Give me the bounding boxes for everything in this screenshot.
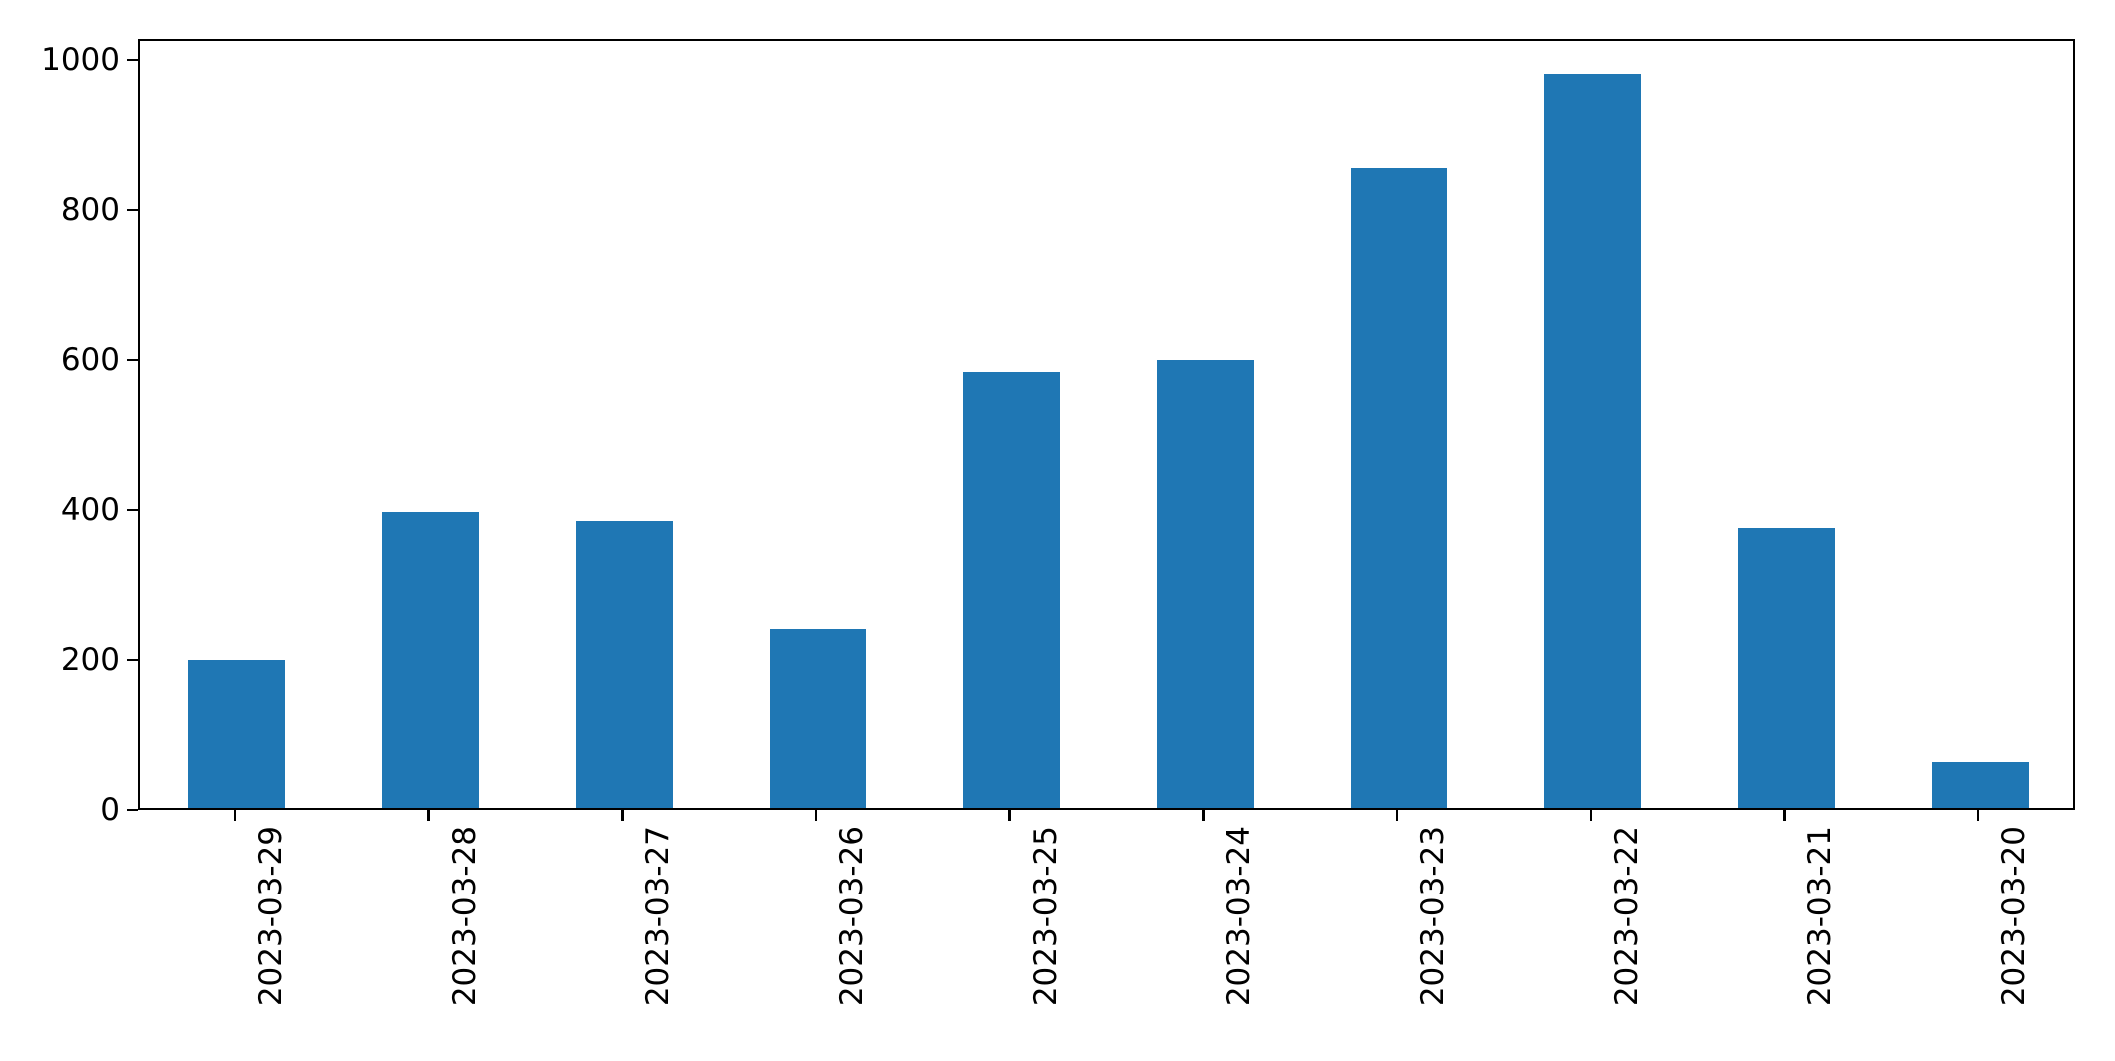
y-tick-label: 600 — [60, 342, 120, 378]
x-tick-mark — [233, 810, 237, 821]
x-tick-label: 2023-03-24 — [1221, 826, 1258, 1007]
x-tick-mark — [621, 810, 624, 821]
y-tick-mark — [127, 208, 138, 212]
y-tick-mark — [127, 58, 138, 62]
bar-2023-03-23 — [1350, 167, 1448, 808]
y-tick-label: 800 — [60, 192, 120, 228]
x-tick-label: 2023-03-28 — [446, 826, 483, 1007]
x-tick-mark — [1008, 810, 1011, 821]
x-tick-label: 2023-03-27 — [640, 826, 677, 1007]
bar-2023-03-28 — [382, 511, 479, 808]
x-tick-label: 2023-03-21 — [1802, 826, 1839, 1007]
y-tick-mark — [127, 808, 138, 812]
bar-2023-03-21 — [1738, 527, 1835, 808]
x-tick-label: 2023-03-23 — [1415, 826, 1452, 1007]
y-tick-label: 400 — [60, 492, 120, 528]
y-tick-label: 1000 — [41, 42, 120, 78]
bar-2023-03-26 — [769, 628, 867, 808]
x-tick-mark — [1783, 810, 1786, 821]
y-tick-label: 200 — [60, 642, 120, 678]
y-tick-mark — [127, 658, 138, 662]
x-tick-label: 2023-03-25 — [1027, 826, 1064, 1007]
x-tick-mark — [427, 810, 430, 821]
bar-2023-03-24 — [1156, 360, 1254, 808]
bar-2023-03-29 — [188, 660, 286, 808]
plot-area — [138, 39, 2075, 810]
x-tick-label: 2023-03-20 — [1996, 826, 2033, 1007]
bar-2023-03-22 — [1544, 73, 1642, 808]
y-tick-mark — [127, 358, 138, 362]
bar-2023-03-20 — [1931, 762, 2029, 808]
bar-2023-03-25 — [963, 371, 1061, 808]
x-tick-label: 2023-03-22 — [1608, 826, 1645, 1007]
x-tick-mark — [1589, 810, 1592, 821]
x-tick-label: 2023-03-29 — [252, 826, 289, 1007]
x-tick-mark — [1976, 810, 1980, 821]
bar-2023-03-27 — [575, 520, 673, 808]
y-tick-label: 0 — [100, 792, 120, 828]
x-tick-label: 2023-03-26 — [833, 826, 870, 1007]
x-tick-mark — [1395, 810, 1399, 821]
y-tick-mark — [127, 508, 138, 512]
x-tick-mark — [814, 810, 818, 821]
x-tick-mark — [1202, 810, 1205, 821]
